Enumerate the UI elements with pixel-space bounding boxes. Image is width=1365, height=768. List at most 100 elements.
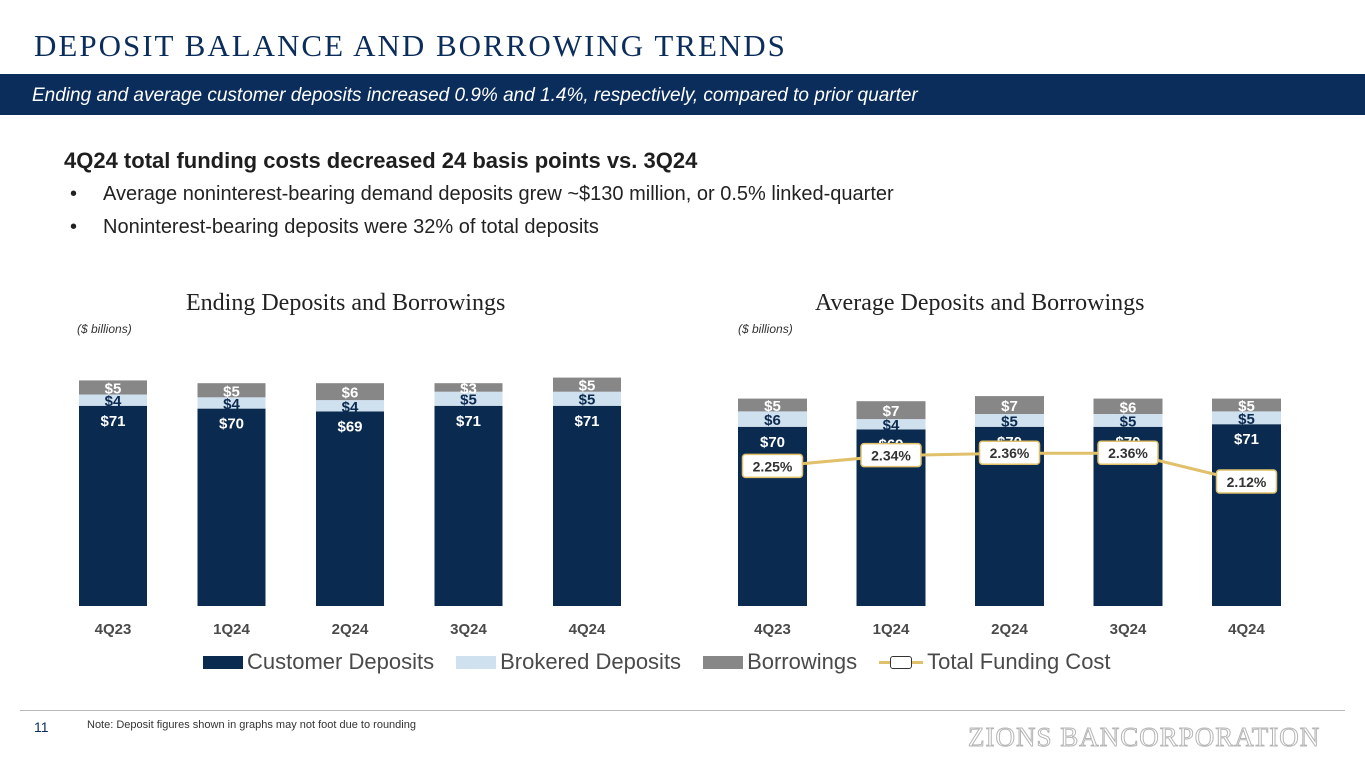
bullet-dot: •	[70, 216, 78, 238]
x-tick-label: 1Q24	[873, 621, 910, 638]
bar-brokered-deposits	[1093, 414, 1163, 427]
funding-cost-point	[860, 442, 922, 468]
data-label: $5	[105, 380, 122, 397]
page-title: DEPOSIT BALANCE AND BORROWING TRENDS	[34, 28, 787, 63]
data-label: $6	[342, 385, 359, 402]
bar-customer-deposits	[316, 411, 384, 606]
headline: 4Q24 total funding costs decreased 24 ba…	[64, 148, 698, 173]
bar-customer-deposits	[434, 405, 503, 606]
bar-brokered-deposits	[79, 394, 147, 406]
average-chart-title: Average Deposits and Borrowings	[815, 290, 1145, 316]
subtitle-banner: Ending and average customer deposits inc…	[0, 74, 1365, 115]
data-label: $5	[223, 383, 240, 400]
legend-label: Brokered Deposits	[500, 649, 682, 674]
x-tick-label: 4Q23	[754, 621, 791, 638]
x-tick-label: 4Q24	[1228, 621, 1265, 638]
data-label: $70	[760, 434, 785, 451]
bar-borrowings	[1212, 398, 1281, 412]
funding-cost-point	[1215, 469, 1278, 494]
funding-cost-point	[978, 440, 1041, 465]
legend-label: Total Funding Cost	[927, 649, 1111, 674]
bar-brokered-deposits	[975, 414, 1044, 427]
data-label: $4	[105, 393, 122, 410]
legend-label: Customer Deposits	[247, 649, 435, 674]
data-label: $6	[1120, 399, 1137, 416]
legend-swatch-customer	[203, 655, 243, 669]
footer-divider	[20, 710, 1345, 711]
x-tick-label: 2Q24	[332, 621, 369, 638]
bar-brokered-deposits	[738, 411, 807, 427]
bullet-text: Noninterest-bearing deposits were 32% of…	[103, 216, 599, 238]
charts-canvas: $71$4$54Q23$70$4$51Q24$69$4$62Q24$71$5$3…	[79, 377, 1281, 638]
data-label: $71	[100, 413, 125, 430]
x-tick-label: 4Q23	[95, 621, 132, 638]
bar-customer-deposits	[553, 405, 621, 606]
x-tick-label: 4Q24	[569, 621, 606, 638]
data-label: $5	[579, 378, 596, 395]
bar-customer-deposits	[197, 408, 266, 606]
data-label: $71	[456, 413, 481, 430]
funding-cost-label: 2.12%	[1227, 474, 1267, 490]
bullet-item: • Noninterest-bearing deposits were 32% o…	[70, 216, 599, 239]
legend-label: Borrowings	[747, 649, 858, 674]
data-label: $69	[337, 418, 362, 435]
funding-cost-point	[1097, 440, 1159, 465]
company-logo: ZIONS BANCORPORATION	[967, 722, 1321, 753]
funding-cost-label: 2.25%	[753, 458, 793, 474]
x-tick-label: 3Q24	[450, 621, 487, 638]
data-label: $7	[1001, 398, 1018, 415]
bar-borrowings	[1093, 398, 1163, 414]
data-label: $5	[1238, 398, 1255, 415]
banner-text: Ending and average customer deposits inc…	[32, 85, 918, 106]
data-label: $5	[764, 398, 781, 415]
bar-borrowings	[553, 377, 621, 392]
legend-swatch-funding-cost	[879, 655, 924, 669]
data-label: $4	[342, 399, 359, 416]
bar-brokered-deposits	[316, 400, 384, 412]
legend-item-borrowings: Borrowings	[703, 649, 857, 675]
bar-brokered-deposits	[856, 419, 926, 430]
data-label: $5	[1238, 411, 1255, 428]
bar-borrowings	[197, 383, 266, 398]
legend-item-brokered: Brokered Deposits	[456, 649, 681, 675]
average-units-label: ($ billions)	[738, 322, 793, 336]
funding-cost-label: 2.34%	[871, 448, 911, 464]
bar-customer-deposits	[79, 405, 147, 606]
x-tick-label: 2Q24	[991, 621, 1028, 638]
bar-customer-deposits	[1212, 424, 1281, 606]
ending-units-label: ($ billions)	[77, 322, 132, 336]
data-label: $5	[460, 392, 477, 409]
data-label: $7	[883, 403, 900, 420]
bullet-item: • Average noninterest-bearing demand depo…	[70, 183, 894, 206]
bullet-dot: •	[70, 183, 78, 205]
bar-brokered-deposits	[197, 397, 266, 409]
data-label: $4	[883, 417, 900, 434]
x-tick-label: 1Q24	[213, 621, 250, 638]
data-label: $4	[223, 396, 240, 413]
bar-borrowings	[434, 383, 503, 392]
bar-brokered-deposits	[553, 391, 621, 406]
chart-legend: Customer Deposits Brokered Deposits Borr…	[203, 648, 1133, 676]
bar-borrowings	[975, 396, 1044, 414]
funding-cost-label: 2.36%	[990, 445, 1030, 461]
footnote: Note: Deposit figures shown in graphs ma…	[87, 719, 416, 731]
data-label: $5	[1001, 413, 1018, 430]
page-number: 11	[34, 719, 49, 735]
data-label: $71	[574, 413, 599, 430]
bar-borrowings	[316, 383, 384, 401]
bullet-text: Average noninterest-bearing demand depos…	[103, 183, 894, 205]
legend-item-customer: Customer Deposits	[203, 649, 434, 675]
data-label: $5	[579, 392, 596, 409]
funding-cost-point	[741, 453, 804, 479]
funding-cost-label: 2.36%	[1108, 445, 1148, 461]
data-label: $70	[219, 416, 244, 433]
bar-brokered-deposits	[1212, 411, 1281, 425]
x-tick-label: 3Q24	[1110, 621, 1147, 638]
data-label: $3	[460, 380, 477, 397]
ending-chart-title: Ending Deposits and Borrowings	[186, 290, 506, 316]
data-label: $71	[1234, 431, 1259, 448]
data-label: $6	[764, 412, 781, 429]
legend-swatch-brokered	[456, 655, 497, 669]
bar-borrowings	[738, 398, 807, 412]
bar-brokered-deposits	[434, 391, 503, 406]
